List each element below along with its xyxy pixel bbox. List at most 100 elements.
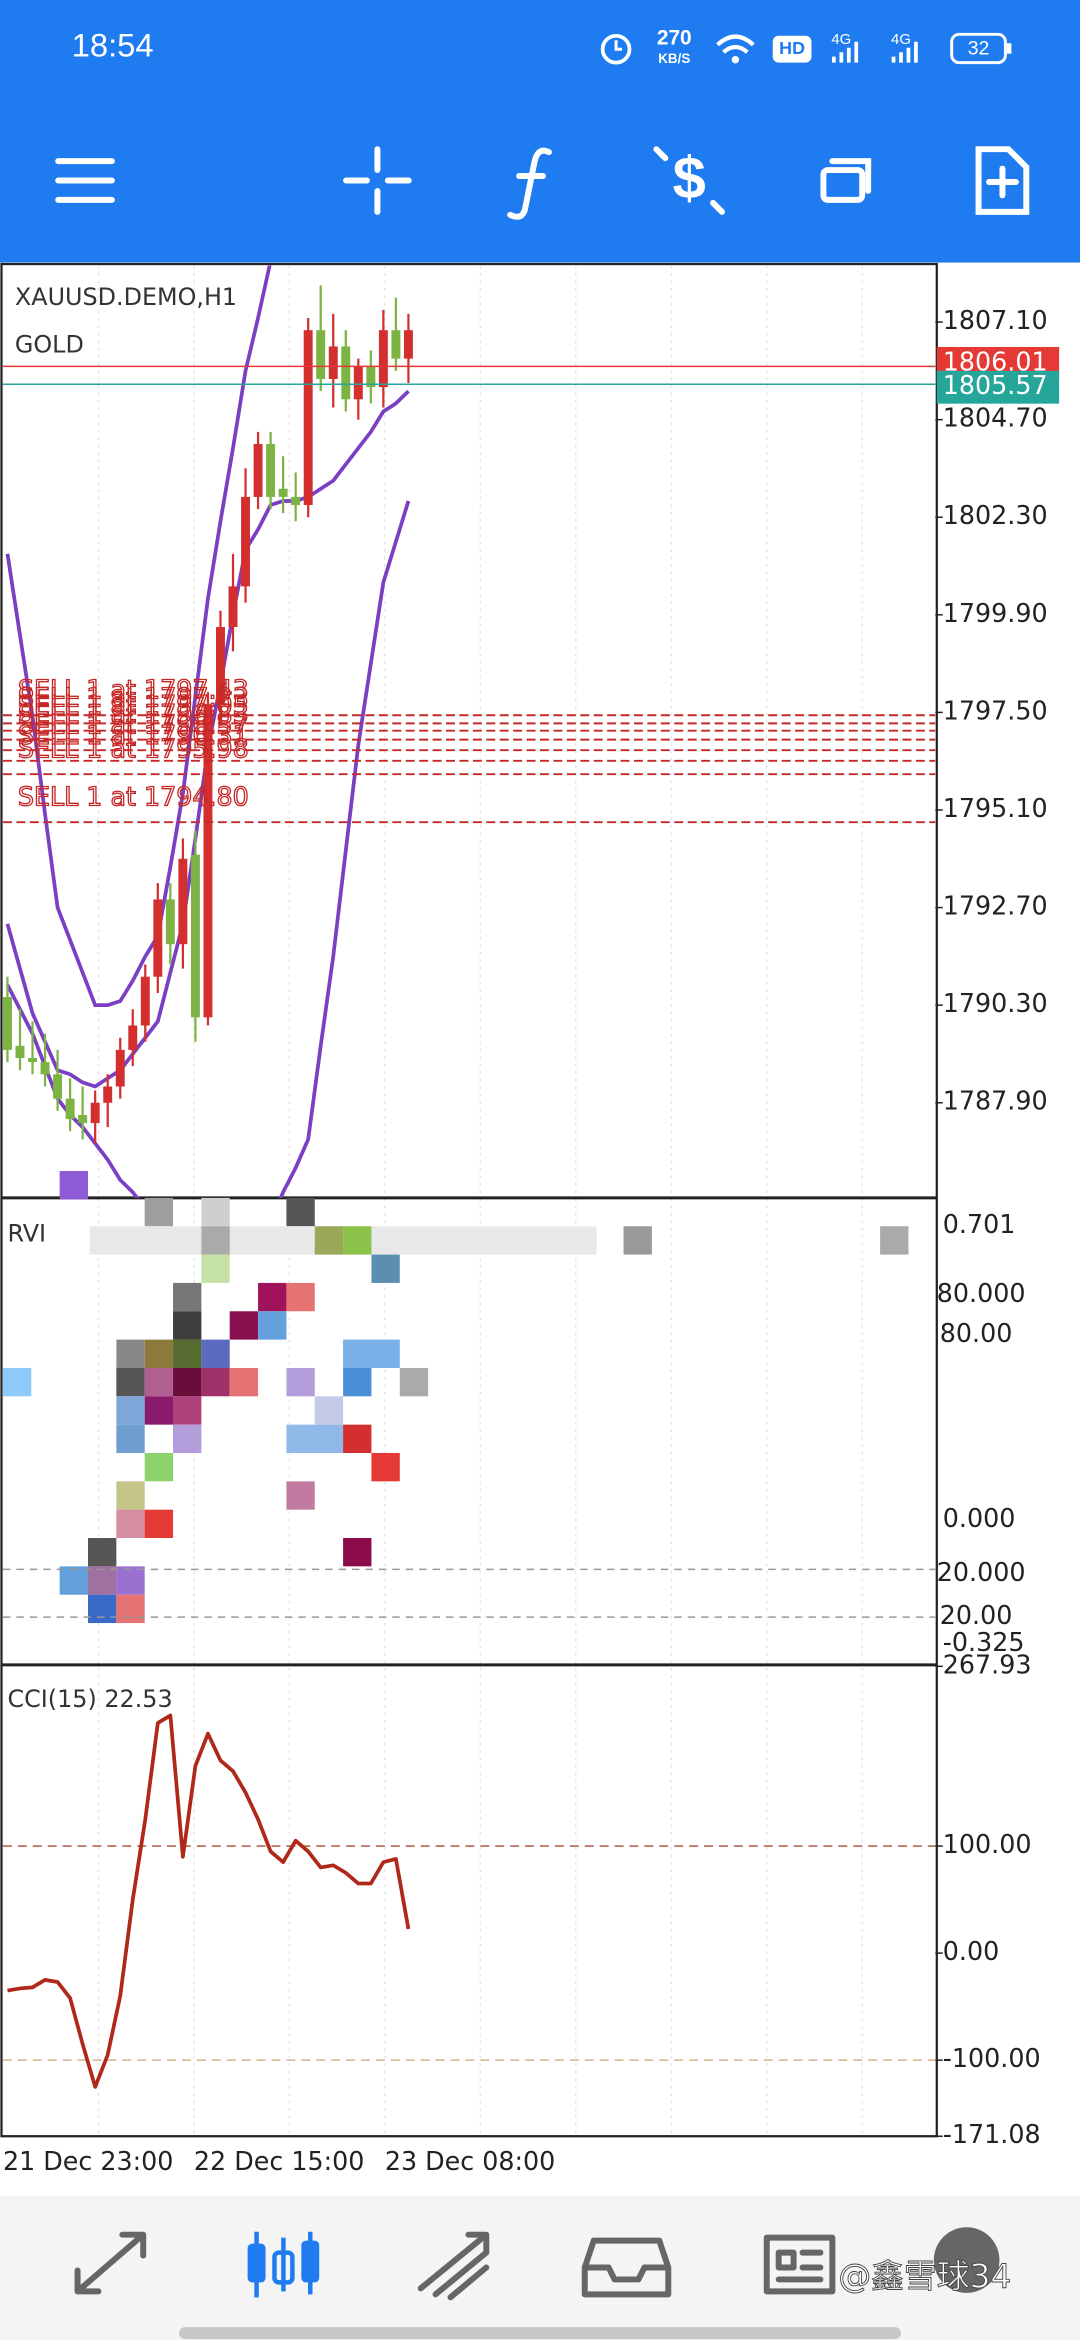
candle-body xyxy=(78,1114,88,1124)
symbol-label: XAUUSD.DEMO,H1 xyxy=(15,283,237,311)
chat-tab[interactable] xyxy=(933,2227,1000,2293)
windows-button[interactable] xyxy=(820,158,872,203)
candle-body xyxy=(203,704,213,1018)
candle-body xyxy=(266,444,276,497)
net-speed: 270 xyxy=(657,26,692,49)
signal1 xyxy=(832,41,859,63)
candle-body xyxy=(40,1062,50,1075)
x-tick-label: 21 Dec 23:00 xyxy=(3,2146,173,2176)
candle-body xyxy=(366,366,376,388)
crosshair-button[interactable] xyxy=(343,146,412,215)
candle-body xyxy=(241,496,251,587)
y-tick-label: 1797.50 xyxy=(943,695,1048,725)
y-tick-label: 100.00 xyxy=(943,1829,1032,1859)
rvi-label: 0.701 xyxy=(943,1209,1016,1239)
candle-body xyxy=(128,1025,138,1050)
cci-line xyxy=(7,1713,411,2089)
net1-label: 4G xyxy=(831,32,851,48)
hd-label: HD xyxy=(779,38,805,58)
y-tick-label: 1795.10 xyxy=(943,793,1048,823)
cci-title: CCI(15) 22.53 xyxy=(7,1685,172,1713)
order-label: SELL 1 at 1796.31 xyxy=(18,720,249,750)
vertical-grid xyxy=(97,265,863,2137)
candle-body xyxy=(303,330,313,506)
app-bar xyxy=(0,0,1080,263)
hd-badge xyxy=(772,35,812,63)
symbol-name: GOLD xyxy=(15,331,84,359)
quotes-tab[interactable] xyxy=(74,2231,147,2295)
candle-body xyxy=(216,627,225,705)
candle-body xyxy=(103,1086,113,1103)
order-label: SELL 1 at 1797.43 xyxy=(18,674,249,704)
order-label: SELL 1 at 1794.80 xyxy=(18,781,249,811)
order-label: SELL 1 at 1797.23 xyxy=(18,683,249,713)
candle-body xyxy=(291,496,301,506)
y-tick-label: 1790.30 xyxy=(943,988,1048,1018)
candle-body xyxy=(190,854,200,1018)
rvi-label: 80.000 xyxy=(937,1278,1026,1308)
indicators-button[interactable] xyxy=(507,147,552,220)
signal2 xyxy=(891,41,918,63)
x-tick-label: 22 Dec 15:00 xyxy=(194,2146,364,2176)
y-tick-label: 267.93 xyxy=(943,1649,1032,1679)
chart-frame xyxy=(0,262,938,2138)
y-tick-label: 1807.10 xyxy=(943,305,1048,335)
candle-body xyxy=(15,1045,25,1059)
candle-body xyxy=(165,899,175,945)
rvi-mosaic xyxy=(2,1171,909,1624)
battery xyxy=(950,32,1007,65)
ask-label: 1805.57 xyxy=(943,370,1048,400)
trade-tab[interactable] xyxy=(417,2231,490,2301)
rvi-title: RVI xyxy=(7,1220,46,1248)
net-unit: KB/S xyxy=(658,51,690,66)
ask-tag xyxy=(936,370,1060,404)
y-tick-label: 1804.70 xyxy=(943,403,1048,433)
candle-body xyxy=(153,899,163,977)
candle-body xyxy=(316,330,326,379)
candle-body xyxy=(353,366,363,400)
candle-body xyxy=(28,1058,37,1063)
trade-button[interactable]: $ xyxy=(653,144,725,215)
battery-level: 32 xyxy=(968,37,990,59)
new-order-button[interactable] xyxy=(975,146,1030,215)
y-tick-label: -171.08 xyxy=(943,2119,1041,2149)
rvi-label: 80.00 xyxy=(940,1318,1013,1348)
x-tick-label: 23 Dec 08:00 xyxy=(385,2146,555,2176)
rvi-label: 20.000 xyxy=(937,1557,1026,1587)
candle-body xyxy=(2,997,12,1050)
candle-body xyxy=(341,346,351,400)
order-label: SELL 1 at 1796.57 xyxy=(18,709,249,739)
y-tick-label: -100.00 xyxy=(943,2043,1041,2073)
battery-tip xyxy=(1006,43,1012,54)
chart-tab[interactable] xyxy=(247,2231,320,2298)
candle-body xyxy=(140,976,150,1026)
candle-body xyxy=(253,444,263,497)
history-tab[interactable] xyxy=(581,2237,672,2298)
candle-body xyxy=(90,1102,100,1124)
y-tick-label: 1787.90 xyxy=(943,1086,1048,1116)
candle-body xyxy=(403,330,413,359)
y-tick-label: 1802.30 xyxy=(943,500,1048,530)
candle-body xyxy=(115,1049,125,1087)
order-label: SELL 1 at 1796.83 xyxy=(18,699,249,729)
y-tick-label: 0.00 xyxy=(943,1936,999,1966)
candle-body xyxy=(278,488,288,497)
candle-body xyxy=(65,1098,75,1120)
wifi-icon xyxy=(716,34,755,64)
news-tab[interactable] xyxy=(763,2234,836,2295)
menu-button[interactable] xyxy=(55,158,115,203)
bottom-nav xyxy=(0,2195,1080,2340)
order-label: SELL 1 at 1795.98 xyxy=(18,733,249,763)
home-indicator xyxy=(179,2327,901,2340)
y-tick-label: 1799.90 xyxy=(943,598,1048,628)
candle-body xyxy=(178,858,188,945)
watermark: @鑫雪球34 xyxy=(838,2257,1011,2295)
order-label: SELL 1 at 1797.05 xyxy=(18,690,249,720)
candle-body xyxy=(328,346,338,379)
svg-text:$: $ xyxy=(673,144,706,211)
rvi-label: 0.000 xyxy=(943,1503,1016,1533)
status-time: 18:54 xyxy=(72,26,154,63)
candle-body xyxy=(228,586,238,628)
